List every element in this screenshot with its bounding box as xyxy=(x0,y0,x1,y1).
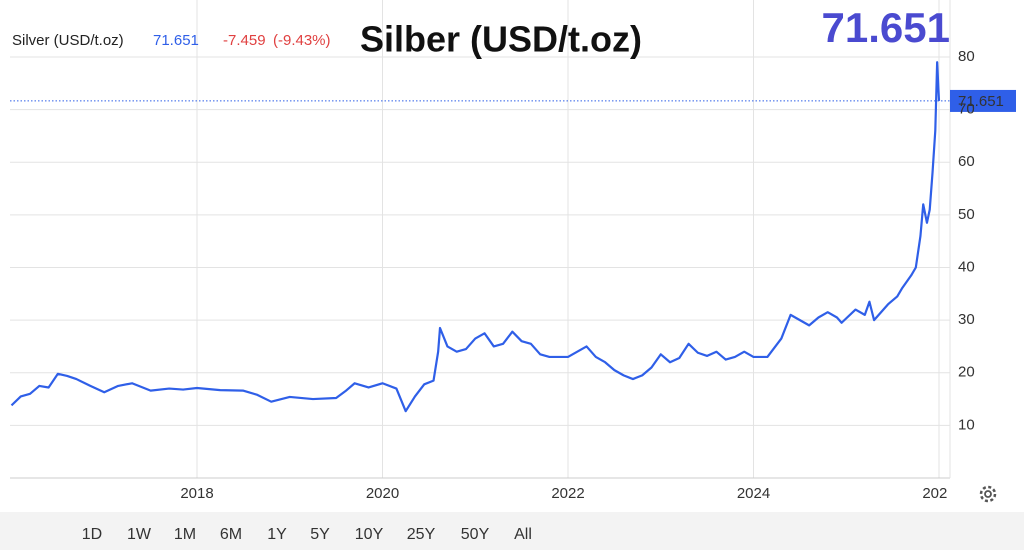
series-line xyxy=(10,61,941,413)
y-tick-label: 10 xyxy=(958,416,975,433)
quote-change-pct: (-9.43%) xyxy=(273,32,331,49)
toolbar xyxy=(0,512,1024,550)
range-button[interactable]: 1Y xyxy=(267,526,287,543)
quote-change: -7.459 xyxy=(223,32,266,49)
price-tag xyxy=(950,89,1016,112)
y-tick-label: 50 xyxy=(958,206,975,223)
range-button[interactable]: 25Y xyxy=(407,526,436,543)
grid xyxy=(10,0,951,479)
chart-title: Silber (USD/t.oz) xyxy=(360,19,642,60)
y-tick-label: 20 xyxy=(958,364,975,381)
x-tick-label: 2018 xyxy=(180,485,213,502)
y-tick-label: 40 xyxy=(958,258,975,275)
x-tick-label: 2024 xyxy=(737,485,770,502)
x-tick-label: 2020 xyxy=(366,485,399,502)
plot xyxy=(10,61,1016,413)
big-price: 71.651 xyxy=(822,4,950,51)
range-button[interactable]: All xyxy=(514,526,532,543)
range-button[interactable]: 5Y xyxy=(310,526,330,543)
settings-icon[interactable] xyxy=(979,485,997,503)
x-tick-label: 2026 xyxy=(922,485,955,502)
y-tick-label: 70 xyxy=(958,101,975,118)
y-tick-label: 80 xyxy=(958,48,975,65)
y-tick-label: 60 xyxy=(958,153,975,170)
x-tick-label: 2022 xyxy=(551,485,584,502)
quote-price: 71.651 xyxy=(153,32,199,49)
price-tag-label: 71.651 xyxy=(958,93,1004,110)
y-tick-label: 30 xyxy=(958,311,975,328)
range-button[interactable]: 10Y xyxy=(355,526,384,543)
range-button[interactable]: 6M xyxy=(220,526,242,543)
quote-name: Silver (USD/t.oz) xyxy=(12,32,124,49)
range-button[interactable]: 1M xyxy=(174,526,196,543)
range-button[interactable]: 1D xyxy=(82,526,102,543)
range-button[interactable]: 1W xyxy=(127,526,152,543)
range-button[interactable]: 50Y xyxy=(461,526,490,543)
